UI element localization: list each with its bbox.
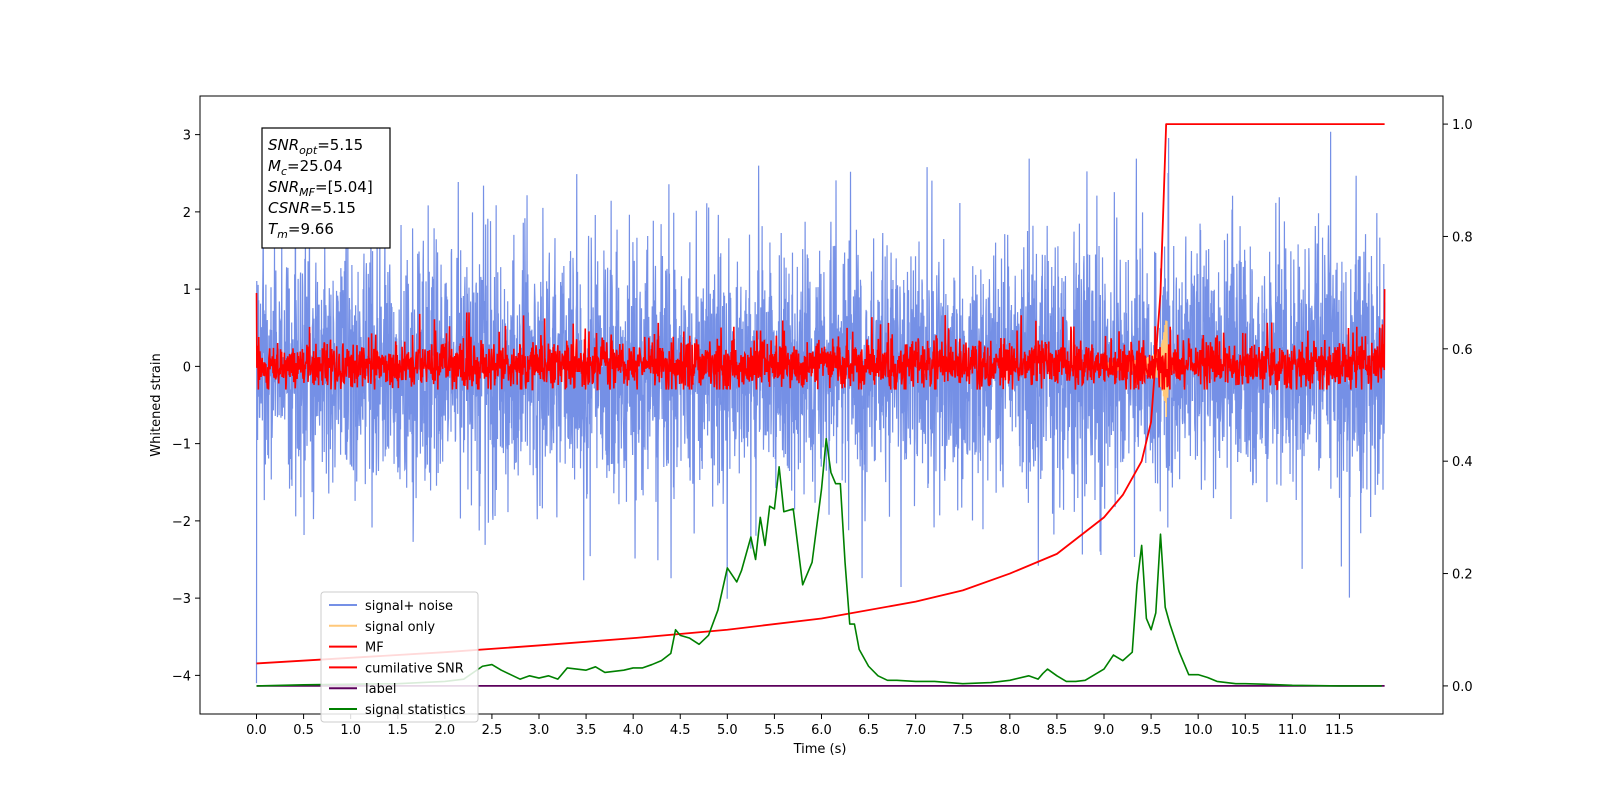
x-tick-label: 3.0 xyxy=(529,723,550,738)
y2-tick-label: 0.8 xyxy=(1452,230,1473,245)
legend: signal+ noise signal only MF cumilative SNR… xyxy=(320,591,479,723)
y-tick-label: −1 xyxy=(172,438,191,453)
legend-entry: signal statistics xyxy=(365,703,466,718)
x-tick-label: 6.0 xyxy=(811,723,832,738)
x-tick-label: 0.0 xyxy=(246,723,267,738)
x-tick-label: 7.0 xyxy=(905,723,926,738)
x-tick-label: 7.5 xyxy=(952,723,973,738)
legend-entry: MF xyxy=(365,641,384,656)
x-tick-label: 8.5 xyxy=(1047,723,1068,738)
annotation-line: Mc=25.04 xyxy=(268,157,343,178)
y2-tick-label: 0.6 xyxy=(1452,343,1473,358)
x-tick-label: 1.0 xyxy=(340,723,361,738)
y2-tick-label: 0.0 xyxy=(1452,680,1473,695)
mf-line xyxy=(255,289,1386,391)
signal-noise-line xyxy=(255,131,1386,684)
x-tick-label: 4.0 xyxy=(623,723,644,738)
y-tick-label: 0 xyxy=(183,360,191,375)
y-tick-label: 1 xyxy=(183,283,191,298)
y-axis-label: Whitened strain xyxy=(149,353,164,456)
legend-entry: signal+ noise xyxy=(365,599,453,614)
y-tick-label: 3 xyxy=(183,129,191,144)
x-tick-label: 11.5 xyxy=(1325,723,1354,738)
y2-tick-label: 1.0 xyxy=(1452,118,1473,133)
annotation-line: SNRopt=5.15 xyxy=(268,136,363,157)
x-tick-label: 5.5 xyxy=(764,723,785,738)
x-tick-label: 8.0 xyxy=(999,723,1020,738)
annotation-line: Tm=9.66 xyxy=(268,220,334,241)
signal-statistics-line xyxy=(256,437,1382,687)
legend-frame xyxy=(320,591,479,723)
annotation-frame xyxy=(261,127,391,249)
annotation-line: CSNR=5.15 xyxy=(268,199,356,217)
x-tick-label: 10.5 xyxy=(1231,723,1260,738)
x-tick-label: 9.0 xyxy=(1094,723,1115,738)
y-tick-label: −2 xyxy=(172,515,191,530)
x-tick-label: 5.0 xyxy=(717,723,738,738)
y-tick-label: −3 xyxy=(172,592,191,607)
x-tick-label: 10.0 xyxy=(1184,723,1213,738)
annotation-line: SNRMF=[5.04] xyxy=(268,178,373,199)
y-tick-label: −4 xyxy=(172,669,191,684)
x-tick-label: 11.0 xyxy=(1278,723,1307,738)
annotation-box: SNRopt=5.15Mc=25.04SNRMF=[5.04]CSNR=5.15… xyxy=(261,127,391,249)
x-axis-label: Time (s) xyxy=(793,742,847,757)
y-tick-label: 2 xyxy=(183,206,191,221)
y-axis-right: 0.0 0.2 0.4 0.6 0.8 1.0 xyxy=(1443,118,1473,695)
legend-entry: label xyxy=(365,682,396,697)
x-tick-label: 9.5 xyxy=(1141,723,1162,738)
x-tick-label: 2.5 xyxy=(482,723,503,738)
y-axis-left: −4 −3 −2 −1 0 1 2 3 xyxy=(172,129,200,684)
x-tick-label: 0.5 xyxy=(293,723,314,738)
legend-entry: cumilative SNR xyxy=(365,661,464,676)
x-axis: 0.0 0.5 1.0 1.5 2.0 2.5 3.0 3.5 4.0 4.5 5.0 5.5 6.0 6… xyxy=(246,714,1354,738)
x-tick-label: 6.5 xyxy=(858,723,879,738)
x-tick-label: 1.5 xyxy=(387,723,408,738)
cumulative-snr-line xyxy=(256,123,1385,665)
x-tick-label: 2.0 xyxy=(434,723,455,738)
x-tick-label: 3.5 xyxy=(576,723,597,738)
y2-tick-label: 0.4 xyxy=(1452,455,1473,470)
x-tick-label: 4.5 xyxy=(670,723,691,738)
legend-entry: signal only xyxy=(365,620,435,635)
y2-tick-label: 0.2 xyxy=(1452,568,1473,583)
